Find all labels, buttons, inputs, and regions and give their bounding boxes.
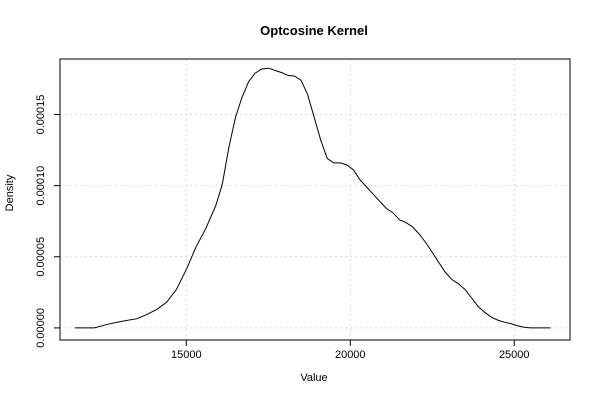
grid-lines — [60, 59, 570, 340]
x-tick-label: 20000 — [335, 349, 366, 361]
y-tick-label: 0.00015 — [35, 95, 47, 135]
chart-title: Optcosine Kernel — [260, 23, 368, 38]
y-tick-label: 0.00010 — [35, 166, 47, 206]
x-tick-label: 25000 — [499, 349, 530, 361]
plot-frame — [59, 58, 571, 341]
x-tick-label: 15000 — [171, 349, 202, 361]
y-axis-label: Density — [4, 174, 16, 211]
y-tick-label: 0.00000 — [35, 308, 47, 348]
y-axis: 0.00000 0.00005 0.00010 0.00015 — [35, 95, 60, 348]
x-axis-label: Value — [300, 372, 327, 384]
plot-series — [74, 67, 551, 329]
x-axis: 15000 20000 25000 — [171, 340, 530, 361]
density-line — [74, 67, 551, 329]
y-tick-label: 0.00005 — [35, 237, 47, 277]
